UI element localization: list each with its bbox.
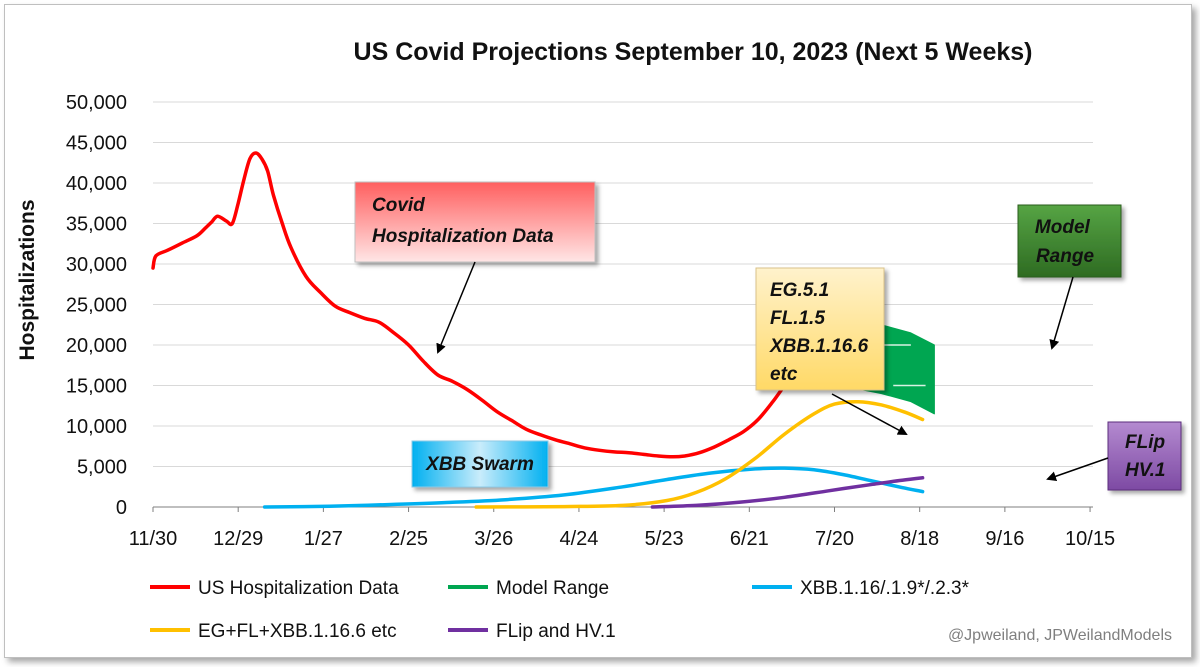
chart-frame: [4, 4, 1192, 658]
annotation-covid: Covid Hospitalization Data: [354, 181, 596, 354]
y-tick-label: 15,000: [66, 376, 127, 398]
annotation-xbb: XBB Swarm: [411, 440, 549, 488]
y-tick-label: 0: [116, 497, 127, 519]
y-tick-label: 20,000: [66, 335, 127, 357]
annotation-flip-arrow: [1046, 457, 1109, 482]
y-tick-label: 50,000: [66, 92, 127, 114]
x-tick-label: 6/21: [730, 528, 769, 550]
y-tick-label: 5,000: [77, 457, 127, 479]
x-tick-label: 12/29: [213, 528, 263, 550]
annotation-flip-text: FLip HV.1: [1125, 432, 1170, 481]
annotation-model: Model Range: [1017, 204, 1122, 350]
annotation-eg-box: [755, 267, 885, 391]
y-axis-label: Hospitalizations: [16, 199, 39, 360]
annotation-xbb-box: [411, 440, 549, 488]
chart-title: US Covid Projections September 10, 2023 …: [354, 38, 1033, 66]
y-tick-label: 10,000: [66, 416, 127, 438]
legend-label-model-range: Model Range: [496, 578, 609, 599]
annotation-covid-text: Covid Hospitalization Data: [372, 195, 554, 247]
annotation-flip: FLip HV.1: [1046, 421, 1182, 491]
legend-label-eg: EG+FL+XBB.1.16.6 etc: [198, 621, 397, 642]
y-tick-label: 40,000: [66, 173, 127, 195]
y-tick-label: 35,000: [66, 214, 127, 236]
x-tick-label: 2/25: [389, 528, 428, 550]
x-tick-labels: 11/30 12/29 1/27 2/25 3/26 4/24 5/23 6/21 7/20 8/…: [129, 507, 1115, 550]
annotation-flip-box: [1107, 421, 1182, 491]
x-tick-label: 5/23: [645, 528, 684, 550]
legend-label-us-hospitalization: US Hospitalization Data: [198, 578, 399, 599]
x-tick-label: 7/20: [815, 528, 854, 550]
legend-item-xbb: XBB.1.16/.1.9*/.2.3*: [752, 578, 970, 599]
y-tick-label: 30,000: [66, 254, 127, 276]
x-tick-label: 8/18: [900, 528, 939, 550]
annotation-model-arrow: [1049, 276, 1074, 350]
annotation-eg-text: EG.5.1 FL.1.5 XBB.1.16.6 etc: [769, 280, 874, 385]
annotation-xbb-text: XBB Swarm: [425, 454, 534, 475]
legend-item-us-hospitalization: US Hospitalization Data: [150, 578, 399, 599]
legend-label-xbb: XBB.1.16/.1.9*/.2.3*: [800, 578, 970, 599]
x-tick-label: 1/27: [304, 528, 343, 550]
annotation-covid-arrow: [436, 261, 476, 354]
y-tick-label: 25,000: [66, 295, 127, 317]
gridlines: [153, 101, 1093, 508]
y-tick-labels: 0 5,000 10,000 15,000 20,000 25,000 30,000 35,0…: [66, 92, 127, 519]
annotation-covid-box: [354, 181, 596, 263]
x-tick-label: 10/15: [1065, 528, 1115, 550]
annotation-model-box: [1017, 204, 1122, 278]
y-tick-label: 45,000: [66, 133, 127, 155]
series-line-flip: [650, 476, 925, 509]
x-tick-label: 3/26: [474, 528, 513, 550]
annotation-model-text: Model Range: [1035, 217, 1095, 267]
x-tick-label: 11/30: [129, 528, 178, 550]
series-line-us-hospitalization: [151, 151, 802, 459]
x-tick-label: 9/16: [985, 528, 1024, 550]
legend-label-flip: FLip and HV.1: [496, 621, 616, 642]
legend-item-eg: EG+FL+XBB.1.16.6 etc: [150, 621, 397, 642]
series-line-xbb: [262, 466, 925, 509]
legend-item-flip: FLip and HV.1: [448, 621, 616, 642]
annotation-eg: EG.5.1 FL.1.5 XBB.1.16.6 etc: [755, 267, 908, 435]
annotation-eg-arrow: [831, 393, 908, 435]
legend-item-model-range: Model Range: [448, 578, 609, 599]
x-tick-label: 4/24: [559, 528, 598, 550]
credit-text: @Jpweiland, JPWeilandModels: [948, 627, 1172, 644]
legend: US Hospitalization Data Model Range XBB.…: [150, 578, 970, 642]
series-line-eg: [474, 399, 925, 509]
